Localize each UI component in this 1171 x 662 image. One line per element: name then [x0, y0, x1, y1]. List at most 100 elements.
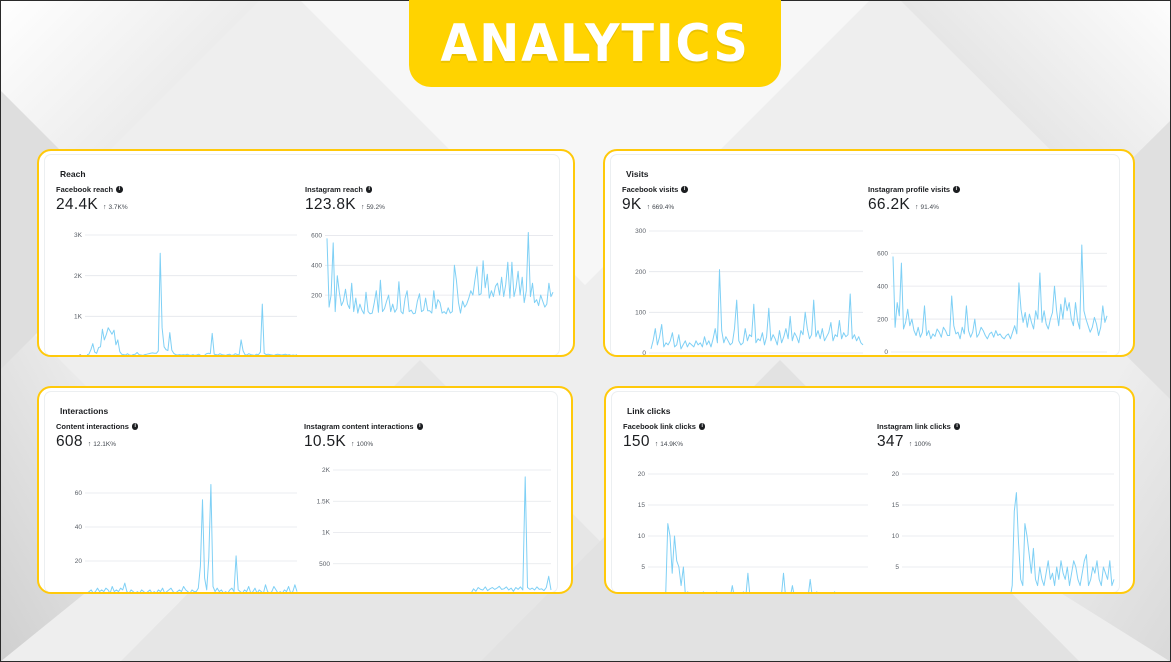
- metric-label: Facebook visits: [622, 185, 679, 194]
- instagram-link-clicks-chart[interactable]: 5 10 15 20: [880, 468, 1116, 594]
- arrow-up-icon: ↑: [646, 204, 651, 211]
- series-line[interactable]: [650, 269, 864, 350]
- content-interactions-metric: Content interactions i 608 ↑ 12.1K%: [56, 422, 296, 451]
- series-line[interactable]: [650, 523, 868, 594]
- metric-label: Instagram reach: [305, 185, 363, 194]
- page-title-banner: ANALYTICS: [409, 0, 781, 87]
- y-tick-label: 10: [892, 533, 900, 540]
- metric-change: 91.4%: [920, 204, 939, 211]
- y-tick-label: 1.5K: [317, 498, 331, 505]
- y-tick-label: 1K: [322, 530, 331, 537]
- facebook-reach-chart[interactable]: 0 1K 2K 3K: [63, 227, 299, 357]
- arrow-up-icon: ↑: [351, 441, 355, 448]
- series-line[interactable]: [335, 476, 552, 594]
- metric-change: 3.7K%: [108, 204, 128, 211]
- info-icon[interactable]: i: [953, 186, 960, 193]
- y-tick-label: 5: [895, 564, 899, 571]
- metric-value: 608: [56, 433, 83, 450]
- metric-change: 100%: [356, 441, 374, 448]
- metric-value: 347: [877, 433, 904, 450]
- y-tick-label: 600: [311, 233, 322, 240]
- metric-change: 59.2%: [366, 204, 385, 211]
- y-tick-label: 40: [75, 524, 83, 531]
- metric-change: 12.1K%: [93, 441, 117, 448]
- info-icon[interactable]: i: [131, 423, 139, 430]
- y-tick-label: 400: [311, 262, 322, 269]
- facebook-link-clicks-chart[interactable]: 5 10 15 20: [626, 468, 870, 594]
- series-line[interactable]: [892, 244, 1108, 340]
- arrow-up-icon: ↑: [915, 204, 919, 211]
- visits-card: Visits Facebook visits i 9K ↑ 669.4% Instag…: [611, 155, 1119, 355]
- facebook-visits-metric: Facebook visits i 9K ↑ 669.4%: [622, 185, 862, 214]
- info-icon[interactable]: i: [116, 186, 123, 193]
- y-tick-label: 5: [641, 564, 645, 571]
- metric-value: 150: [623, 433, 650, 450]
- y-tick-label: 0: [642, 350, 646, 357]
- y-tick-label: 500: [319, 561, 330, 568]
- info-icon[interactable]: i: [698, 423, 706, 430]
- info-icon[interactable]: i: [416, 423, 424, 430]
- reach-panel: Reach Facebook reach i 24.4K ↑ 3.7K% Instag…: [37, 149, 575, 357]
- panel-title: Visits: [626, 169, 649, 179]
- y-tick-label: 20: [638, 471, 646, 478]
- arrow-up-icon: ↑: [908, 441, 913, 448]
- link-clicks-card: Link clicks Facebook link clicks i 150 ↑ 14…: [612, 392, 1119, 592]
- visits-panel: Visits Facebook visits i 9K ↑ 669.4% Instag…: [603, 149, 1135, 357]
- instagram-content-interactions-metric: Instagram content interactions i 10.5K ↑ 10…: [304, 422, 544, 451]
- y-tick-label: 20: [892, 471, 900, 478]
- series-line[interactable]: [86, 252, 298, 355]
- series-line[interactable]: [326, 232, 554, 315]
- y-tick-label: 0: [78, 592, 82, 594]
- metric-label: Content interactions: [56, 422, 129, 431]
- y-tick-label: 400: [877, 283, 888, 290]
- instagram-content-interactions-chart[interactable]: 0 500 1K 1.5K 2K: [303, 464, 553, 594]
- y-tick-label: 10: [638, 533, 646, 540]
- info-icon[interactable]: i: [953, 423, 961, 430]
- facebook-visits-chart[interactable]: 0 100 200 300: [625, 227, 865, 357]
- y-tick-label: 2K: [322, 467, 331, 474]
- y-tick-label: 60: [75, 490, 83, 497]
- arrow-up-icon: ↑: [654, 441, 659, 448]
- interactions-panel: Interactions Content interactions i 608 ↑ 1…: [37, 386, 573, 594]
- link-clicks-panel: Link clicks Facebook link clicks i 150 ↑ 14…: [604, 386, 1135, 594]
- instagram-link-clicks-metric: Instagram link clicks i 347 ↑ 100%: [877, 422, 1117, 451]
- panel-title: Reach: [60, 169, 86, 179]
- facebook-reach-metric: Facebook reach i 24.4K ↑ 3.7K%: [56, 185, 296, 214]
- panel-title: Link clicks: [627, 406, 671, 416]
- instagram-profile-visits-chart[interactable]: 0 200 400 600: [869, 239, 1109, 357]
- metric-change: 669.4%: [652, 204, 675, 211]
- facebook-link-clicks-metric: Facebook link clicks i 150 ↑ 14.9K%: [623, 422, 863, 451]
- metric-label: Instagram profile visits: [868, 185, 951, 194]
- metric-change: 14.9K%: [660, 441, 684, 448]
- metric-value: 10.5K: [304, 433, 347, 450]
- info-icon[interactable]: i: [681, 186, 688, 193]
- y-tick-label: 20: [75, 558, 83, 565]
- arrow-up-icon: ↑: [87, 441, 92, 448]
- series-line[interactable]: [87, 484, 298, 594]
- instagram-reach-metric: Instagram reach i 123.8K ↑ 59.2%: [305, 185, 545, 214]
- y-tick-label: 0: [326, 592, 330, 594]
- content-interactions-chart[interactable]: 0 20 40 60: [63, 472, 299, 594]
- y-tick-label: 300: [635, 228, 646, 235]
- info-icon[interactable]: i: [365, 186, 373, 193]
- page-title: ANALYTICS: [440, 13, 750, 74]
- series-line[interactable]: [904, 492, 1115, 594]
- instagram-profile-visits-metric: Instagram profile visits i 66.2K ↑ 91.4%: [868, 185, 1108, 214]
- y-tick-label: 100: [635, 310, 646, 317]
- metric-label: Instagram content interactions: [304, 422, 414, 431]
- y-tick-label: 1K: [74, 314, 83, 321]
- metric-value: 9K: [622, 196, 642, 213]
- y-tick-label: 2K: [74, 273, 83, 280]
- metric-value: 66.2K: [868, 196, 911, 213]
- y-tick-label: 3K: [74, 232, 83, 239]
- arrow-up-icon: ↑: [360, 204, 365, 211]
- y-tick-label: 15: [892, 502, 900, 509]
- metric-value: 24.4K: [56, 196, 99, 213]
- instagram-reach-chart[interactable]: 200 400 600: [303, 217, 555, 357]
- y-tick-label: 200: [635, 269, 646, 276]
- y-tick-label: 600: [877, 250, 888, 257]
- reach-card: Reach Facebook reach i 24.4K ↑ 3.7K% Instag…: [45, 155, 559, 355]
- panel-title: Interactions: [60, 406, 109, 416]
- interactions-card: Interactions Content interactions i 608 ↑ 1…: [45, 392, 557, 592]
- y-tick-label: 0: [78, 354, 82, 357]
